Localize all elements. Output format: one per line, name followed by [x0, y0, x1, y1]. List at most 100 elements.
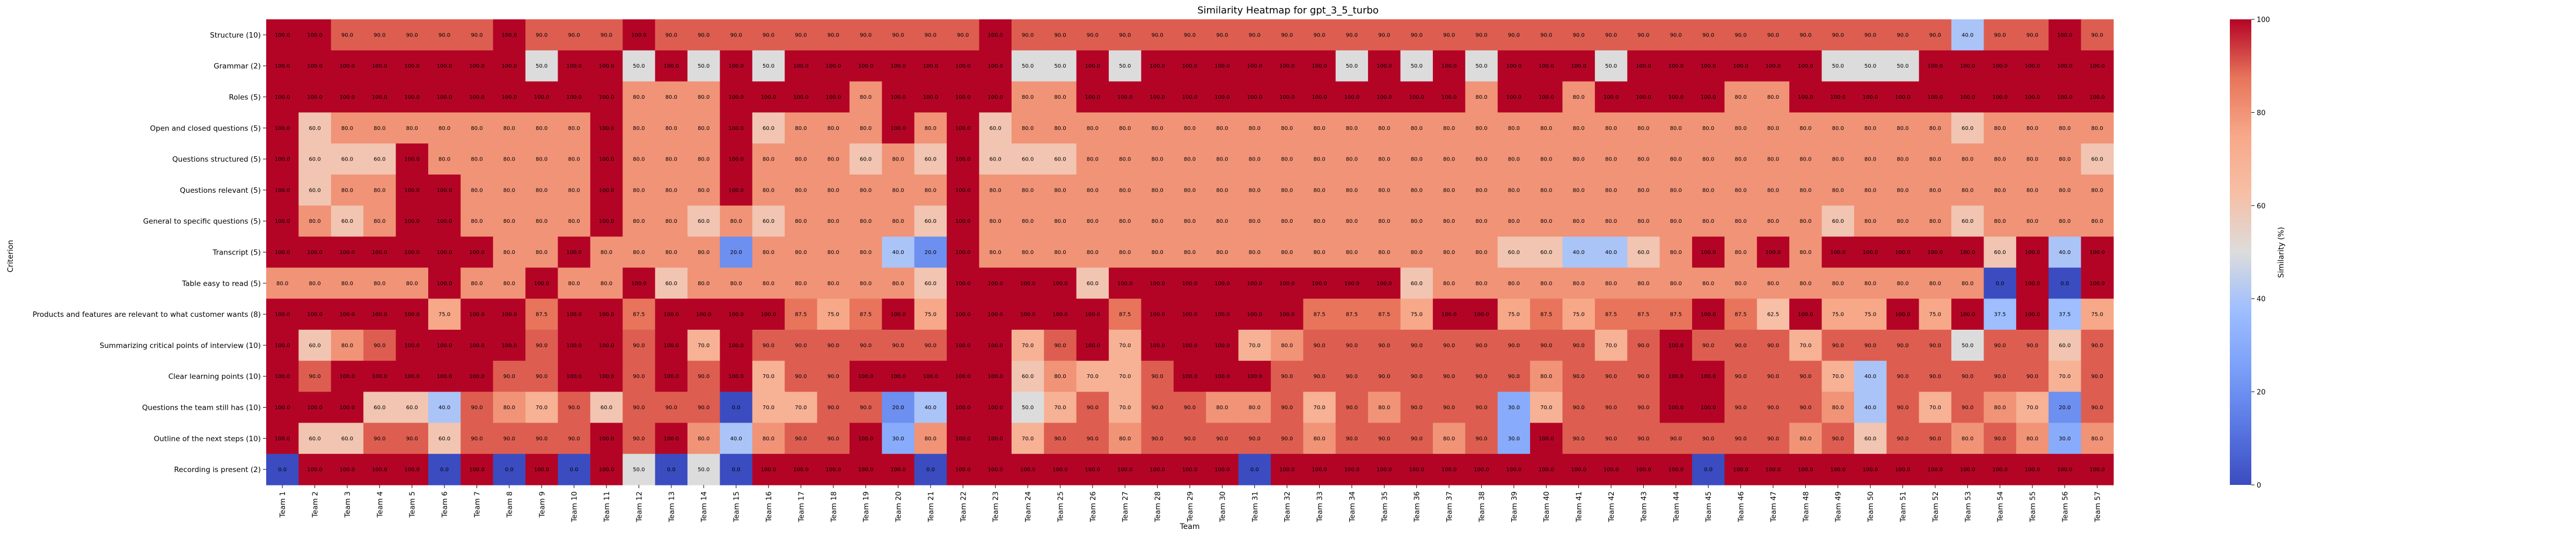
heatmap-cell [1692, 299, 1725, 330]
heatmap-cell [1886, 236, 1920, 268]
cell-value-label: 50.0 [1832, 63, 1844, 69]
cell-value-label: 90.0 [1735, 405, 1746, 411]
cell-value-label: 100.0 [955, 343, 971, 349]
x-tick-label: Team 6 [441, 491, 449, 518]
heatmap-cell [1821, 360, 1855, 393]
cell-value-label: 80.0 [698, 126, 709, 132]
x-tick-label: Team 45 [1704, 491, 1713, 523]
cell-value-label: 100.0 [1798, 63, 1813, 69]
cell-value-label: 100.0 [1377, 281, 1392, 287]
x-tick-label: Team 55 [2029, 491, 2037, 523]
cell-value-label: 90.0 [1767, 343, 1779, 349]
heatmap-cell [2048, 330, 2082, 361]
cell-value-label: 60.0 [925, 219, 936, 224]
heatmap-cell [1724, 391, 1758, 423]
heatmap-cell [817, 50, 850, 82]
cell-value-label: 80.0 [1313, 250, 1325, 256]
heatmap-cell [1303, 19, 1336, 51]
heatmap-cell [817, 330, 850, 361]
heatmap-cell [1562, 267, 1596, 299]
cell-value-label: 80.0 [1962, 187, 1973, 193]
x-tick-label: Team 35 [1380, 491, 1389, 523]
heatmap-cell [947, 299, 980, 330]
heatmap-cell [1238, 360, 1271, 393]
cell-value-label: 90.0 [1508, 374, 1520, 380]
cell-value-label: 90.0 [1702, 343, 1714, 349]
cell-value-label: 100.0 [1214, 343, 1230, 349]
cell-value-label: 60.0 [1864, 436, 1876, 442]
cell-value-label: 100.0 [534, 281, 550, 287]
cell-value-label: 90.0 [633, 436, 645, 442]
cell-value-label: 100.0 [469, 374, 485, 380]
cell-value-label: 30.0 [1508, 436, 1520, 442]
heatmap-cell [298, 112, 332, 144]
cell-value-label: 70.0 [2026, 405, 2038, 411]
heatmap-cell [1368, 454, 1401, 485]
cell-value-label: 100.0 [275, 374, 290, 380]
heatmap-cell [979, 81, 1012, 113]
cell-value-label: 100.0 [2025, 281, 2040, 287]
cell-value-label: 80.0 [925, 187, 936, 193]
y-tick-label: Questions the team still has (10) [142, 404, 261, 412]
heatmap-cell [525, 205, 559, 237]
x-tick-label: Team 28 [1154, 491, 1162, 523]
cell-value-label: 100.0 [1798, 467, 1813, 473]
cell-value-label: 90.0 [795, 32, 807, 38]
cell-value-label: 80.0 [1897, 219, 1908, 224]
cell-value-label: 80.0 [1670, 219, 1682, 224]
cell-value-label: 80.0 [438, 126, 450, 132]
heatmap-cell [1173, 299, 1206, 330]
heatmap-cell [558, 143, 591, 175]
cell-value-label: 80.0 [1702, 281, 1714, 287]
cell-value-label: 100.0 [1830, 467, 1846, 473]
heatmap-cell [1497, 81, 1531, 113]
heatmap-cell [525, 50, 559, 82]
cell-value-label: 90.0 [1054, 32, 1066, 38]
cell-value-label: 80.0 [1119, 157, 1131, 163]
cell-value-label: 80.0 [1897, 281, 1908, 287]
colorbar-tick-label: 60 [2257, 202, 2266, 211]
cell-value-label: 100.0 [307, 467, 323, 473]
heatmap-cell [298, 454, 332, 485]
heatmap-cell [979, 360, 1012, 393]
cell-value-label: 100.0 [923, 63, 939, 69]
cell-value-label: 50.0 [1022, 405, 1034, 411]
heatmap-cell [298, 423, 332, 454]
cell-value-label: 80.0 [1378, 187, 1390, 193]
heatmap-cell [2016, 360, 2049, 393]
cell-value-label: 90.0 [536, 374, 547, 380]
cell-value-label: 90.0 [1151, 405, 1163, 411]
cell-value-label: 90.0 [1346, 436, 1358, 442]
cell-value-label: 87.5 [1119, 312, 1131, 318]
cell-value-label: 80.0 [1572, 95, 1584, 100]
heatmap-cell [2016, 19, 2049, 51]
x-tick-label: Team 7 [473, 491, 482, 518]
cell-value-label: 90.0 [1799, 374, 1811, 380]
heatmap-cell [752, 175, 785, 206]
heatmap-cell [1594, 236, 1628, 268]
x-tick-label: Team 22 [959, 491, 968, 523]
cell-value-label: 90.0 [1962, 405, 1973, 411]
heatmap-cell [882, 112, 915, 144]
heatmap-cell [1821, 112, 1855, 144]
cell-value-label: 100.0 [955, 281, 971, 287]
cell-value-label: 100.0 [1668, 95, 1684, 100]
cell-value-label: 80.0 [471, 219, 482, 224]
heatmap-cell [428, 391, 461, 423]
cell-value-label: 100.0 [437, 95, 452, 100]
cell-value-label: 80.0 [665, 250, 677, 256]
cell-value-label: 90.0 [1054, 343, 1066, 349]
cell-value-label: 90.0 [503, 374, 515, 380]
heatmap-cell [1335, 205, 1368, 237]
heatmap-cell [1724, 112, 1758, 144]
heatmap-cell [1562, 391, 1596, 423]
heatmap-cell [1109, 423, 1142, 454]
x-tick-label: Team 4 [376, 491, 384, 518]
cell-value-label: 90.0 [1346, 343, 1358, 349]
heatmap-cell [687, 454, 721, 485]
cell-value-label: 100.0 [987, 374, 1003, 380]
y-axis-title: Criterion [6, 240, 15, 273]
heatmap-cell [1303, 50, 1336, 82]
heatmap-cell [1335, 267, 1368, 299]
cell-value-label: 90.0 [2091, 343, 2103, 349]
